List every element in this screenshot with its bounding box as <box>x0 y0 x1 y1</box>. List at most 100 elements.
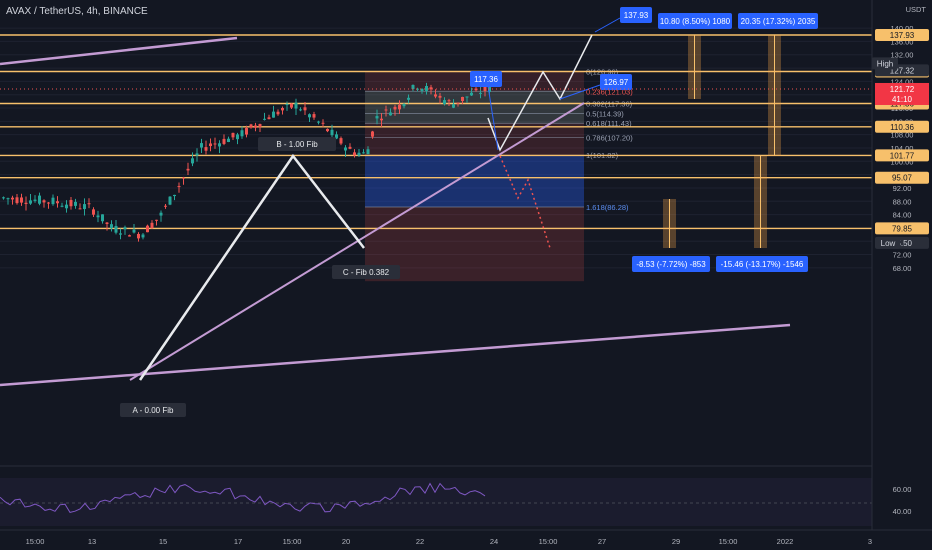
candle-body[interactable] <box>339 138 343 144</box>
candle-body[interactable] <box>290 103 293 108</box>
projection-label[interactable]: 117.36 <box>470 71 502 87</box>
candle-body[interactable] <box>200 143 203 148</box>
candle-body[interactable] <box>222 138 226 144</box>
projection-down[interactable] <box>499 155 551 249</box>
candle-body[interactable] <box>60 205 64 207</box>
candle-body[interactable] <box>362 152 365 154</box>
candle-body[interactable] <box>371 131 374 137</box>
candle-body[interactable] <box>182 177 185 179</box>
candle-body[interactable] <box>92 209 95 215</box>
candle-body[interactable] <box>164 205 167 207</box>
candle-body[interactable] <box>254 125 257 128</box>
candle-body[interactable] <box>218 143 221 147</box>
candle-body[interactable] <box>11 197 14 200</box>
candle-body[interactable] <box>105 222 109 224</box>
candle-body[interactable] <box>78 208 82 210</box>
candle-body[interactable] <box>51 197 55 205</box>
price-level-badge[interactable]: 79.85 <box>875 222 929 235</box>
candle-body[interactable] <box>434 94 437 97</box>
candle-body[interactable] <box>407 97 410 100</box>
candle-body[interactable] <box>101 214 104 222</box>
candle-body[interactable] <box>249 124 253 128</box>
candle-body[interactable] <box>272 111 275 118</box>
candle-body[interactable] <box>6 198 10 200</box>
candle-body[interactable] <box>146 225 149 233</box>
measure-label[interactable]: 10.80 (8.50%) 1080 <box>658 13 732 29</box>
candle-body[interactable] <box>33 199 37 201</box>
candle-body[interactable] <box>83 204 86 210</box>
pattern-label-c[interactable]: C - Fib 0.382 <box>332 265 400 279</box>
candle-body[interactable] <box>42 200 46 203</box>
candle-body[interactable] <box>96 215 100 218</box>
candle-body[interactable] <box>393 106 397 110</box>
candle-body[interactable] <box>186 168 190 171</box>
low-tag[interactable]: Low <box>876 236 900 249</box>
trend-line-lower[interactable] <box>0 323 791 387</box>
candle-body[interactable] <box>461 96 464 102</box>
candle-body[interactable] <box>114 225 118 233</box>
candle-body[interactable] <box>87 203 91 205</box>
candle-body[interactable] <box>209 143 212 147</box>
price-level-badge[interactable]: 95.07 <box>875 171 929 184</box>
candle-body[interactable] <box>281 107 284 111</box>
trend-line-upper[interactable] <box>0 36 238 66</box>
candle-body[interactable] <box>132 229 136 233</box>
high-tag[interactable]: High <box>872 57 898 70</box>
candle-body[interactable] <box>20 197 23 203</box>
pattern-label-b[interactable]: B - 1.00 Fib <box>258 137 336 151</box>
candle-body[interactable] <box>335 134 338 139</box>
candle-body[interactable] <box>299 109 302 111</box>
candle-body[interactable] <box>267 117 271 120</box>
candle-body[interactable] <box>191 158 194 164</box>
candle-body[interactable] <box>465 96 469 98</box>
candle-body[interactable] <box>65 204 68 209</box>
pattern-label-a[interactable]: A - 0.00 Fib <box>120 403 186 417</box>
projection-label[interactable]: 126.97 <box>600 74 632 90</box>
trend-line-rising[interactable] <box>129 102 585 381</box>
measure-label[interactable]: -8.53 (-7.72%) -853 <box>632 256 710 272</box>
abc-pattern-line[interactable] <box>138 153 365 381</box>
candle-body[interactable] <box>366 149 370 155</box>
candle-body[interactable] <box>416 88 419 90</box>
candle-body[interactable] <box>245 128 248 135</box>
candle-body[interactable] <box>276 111 280 115</box>
candle-body[interactable] <box>479 92 482 94</box>
candle-body[interactable] <box>231 132 235 138</box>
candle-body[interactable] <box>38 195 41 204</box>
candle-body[interactable] <box>438 95 442 98</box>
candle-body[interactable] <box>119 233 122 235</box>
candle-body[interactable] <box>375 116 379 119</box>
candle-body[interactable] <box>344 147 347 151</box>
price-level-badge[interactable]: 137.93 <box>875 29 929 41</box>
candle-body[interactable] <box>312 114 316 118</box>
candle-body[interactable] <box>15 197 19 204</box>
candle-body[interactable] <box>24 202 28 204</box>
candle-body[interactable] <box>326 128 329 132</box>
candle-body[interactable] <box>168 196 172 205</box>
candle-body[interactable] <box>420 88 424 92</box>
candle-body[interactable] <box>195 153 199 156</box>
candle-body[interactable] <box>29 200 32 204</box>
candle-body[interactable] <box>213 143 217 145</box>
candle-body[interactable] <box>357 152 361 156</box>
measure-label[interactable]: 20.35 (17.32%) 2035 <box>738 13 818 29</box>
candle-body[interactable] <box>317 121 320 123</box>
candle-body[interactable] <box>425 85 428 92</box>
candle-body[interactable] <box>177 186 181 188</box>
candle-body[interactable] <box>56 201 59 204</box>
candle-body[interactable] <box>353 152 356 156</box>
candle-body[interactable] <box>384 109 388 111</box>
candle-body[interactable] <box>285 104 289 106</box>
candle-body[interactable] <box>411 84 415 90</box>
candle-body[interactable] <box>456 102 460 104</box>
candle-body[interactable] <box>159 212 163 216</box>
candle-body[interactable] <box>303 107 307 111</box>
candle-body[interactable] <box>74 201 77 206</box>
candle-body[interactable] <box>258 124 262 128</box>
candle-body[interactable] <box>483 86 487 92</box>
candle-body[interactable] <box>443 100 446 104</box>
candle-body[interactable] <box>321 122 325 124</box>
candle-body[interactable] <box>69 199 73 207</box>
